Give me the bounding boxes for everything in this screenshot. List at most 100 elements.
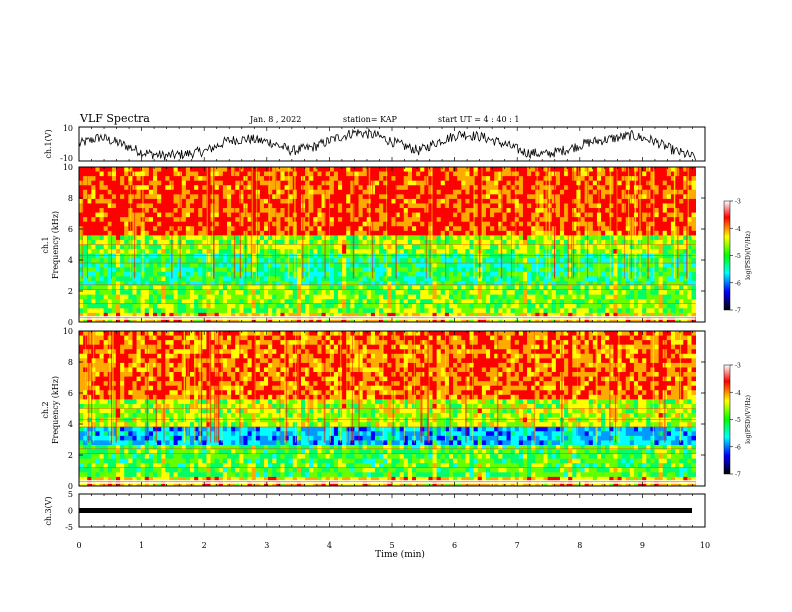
spectrogram-cell [363,304,368,309]
spectrogram-cell [79,308,84,313]
spectrogram-cell [190,203,195,208]
spectrogram-cell [692,172,697,177]
spectrogram-cell [387,245,392,250]
spectrogram-cell [663,272,668,277]
spectrogram-cell [194,281,199,286]
spectrogram-cell [387,222,392,227]
spectrogram-cell [309,304,314,309]
spectrogram-cell [494,167,499,172]
spectrogram-cell [338,199,343,204]
spectrogram-cell [297,172,302,177]
ch1-ytick-bottom: -10 [60,154,73,163]
spectrogram-cell [79,258,84,263]
spectrogram-cell [581,222,586,227]
spectrogram-cell [400,203,405,208]
spectrogram-cell [692,213,697,218]
spectrogram-cell [486,194,491,199]
spectrogram-cell [219,190,224,195]
spectrogram-cell [453,172,458,177]
spectrogram-cell [186,304,191,309]
spectrogram-cell [465,290,470,295]
spectrogram-cell [268,272,273,277]
spectrogram-cell [104,222,109,227]
spectrogram-cell [523,272,528,277]
spectrogram-cell [260,258,265,263]
spectrogram-cell [375,272,380,277]
spectrogram-cell [375,263,380,268]
spectrogram-cell [400,240,405,245]
spectrogram-cell [461,263,466,268]
spectrogram-cell [601,213,606,218]
spectrogram-cell [165,295,170,300]
spectrogram-cell [667,258,672,263]
spectrogram-cell [297,185,302,190]
spectrogram-cell [198,249,203,254]
spectrogram-cell [457,272,462,277]
spectrogram-cell [235,226,240,231]
spectrogram-cell [400,194,405,199]
spectrogram-cell [572,222,577,227]
spectrogram-cell [692,263,697,268]
spectrogram-cell [428,304,433,309]
spectrogram-cell [215,231,220,236]
spectrogram-cell [502,176,507,181]
spectrogram-cell [379,267,384,272]
spectrogram-cell [663,290,668,295]
spectrogram-cell [174,276,179,281]
spectrogram-cell [490,267,495,272]
spectrogram-cell [223,190,228,195]
spectrogram-cell [145,213,150,218]
spectrogram-cell [198,213,203,218]
spectrogram-cell [363,231,368,236]
spectrogram-cell [219,217,224,222]
spectrogram-cell [100,231,105,236]
spectrogram-cell [655,308,660,313]
spectrogram-cell [605,194,610,199]
spectrogram-cell [137,203,142,208]
spectrogram-cell [515,308,520,313]
spectrogram-cell [375,267,380,272]
spectrogram-cell [572,208,577,213]
spectrogram-cell [334,235,339,240]
spectrogram-cell [239,281,244,286]
spectrogram-cell [157,208,162,213]
spectrogram-cell [128,286,133,291]
spectrogram-cell [634,290,639,295]
spectrogram-cell [465,222,470,227]
spectrogram-cell [149,190,154,195]
spectrogram-cell [527,226,532,231]
spectrogram-cell [593,263,598,268]
spectrogram-cell [638,281,643,286]
spectrogram-cell [391,208,396,213]
spectrogram-cell [675,290,680,295]
spectrogram-cell [387,231,392,236]
spectrogram-cell [659,176,664,181]
spectrogram-cell [219,249,224,254]
spectrogram-cell [260,254,265,259]
spectrogram-cell [519,258,524,263]
spectrogram-cell [494,181,499,186]
spectrogram-cell [165,245,170,250]
spectrogram-cell [490,213,495,218]
spectrogram-cell [104,181,109,186]
spectrogram-cell [507,304,512,309]
spectrogram-cell [326,308,331,313]
spectrogram-cell [206,281,211,286]
spectrogram-cell [400,172,405,177]
spectrogram-cell [659,272,664,277]
spectrogram-cell [309,272,314,277]
spectrogram-cell [420,231,425,236]
spectrogram-cell [675,308,680,313]
spectrogram-cell [145,258,150,263]
spectrogram-cell [235,222,240,227]
spectrogram-cell [626,208,631,213]
spectrogram-cell [145,167,150,172]
spectrogram-cell [112,181,117,186]
spectrogram-cell [223,167,228,172]
spectrogram-cell [630,245,635,250]
spectrogram-cell [613,295,618,300]
spectrogram-cell [552,281,557,286]
spectrogram-cell [120,267,125,272]
spectrogram-cell [470,222,475,227]
spectrogram-cell [149,231,154,236]
